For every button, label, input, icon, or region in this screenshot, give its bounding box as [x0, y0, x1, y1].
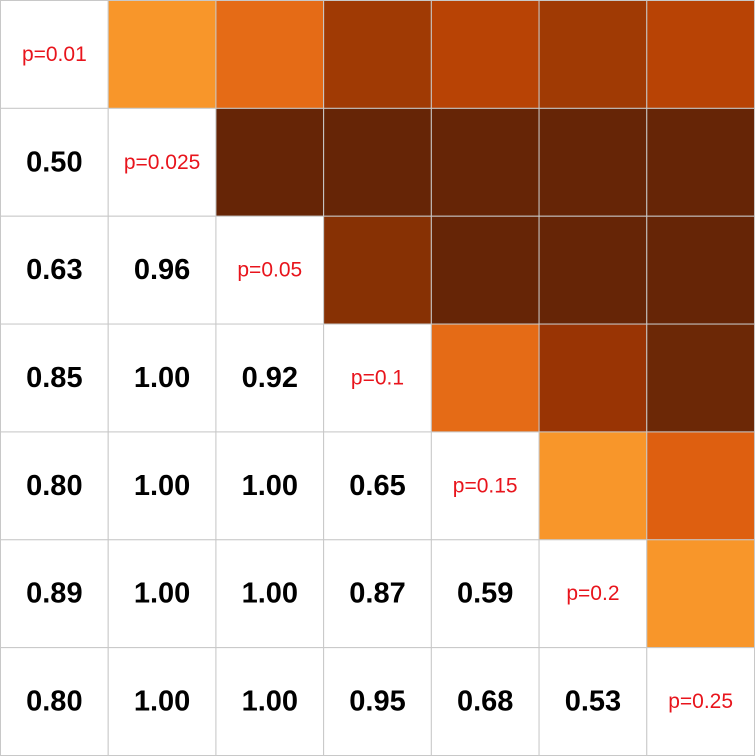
heatmap-color-cell	[430, 0, 540, 109]
value-label: 1.00	[134, 686, 190, 718]
value-label: 0.50	[26, 146, 82, 178]
heatmap-color-cell	[538, 0, 648, 109]
diagonal-label: p=0.05	[237, 259, 302, 282]
heatmap-labels: p=0.01 p=0.025 p=0.05 p=0.1 p=0.15 p=0.2 p=0.2…	[22, 43, 733, 718]
heatmap-color-cell	[323, 107, 432, 217]
heatmap-color-cell	[430, 323, 540, 433]
heatmap-diagonal-cell	[215, 215, 325, 325]
heatmap-color-cell	[646, 107, 755, 217]
value-label: 1.00	[134, 470, 190, 502]
heatmap-color-cell	[646, 0, 755, 109]
value-label: 0.68	[457, 686, 513, 718]
heatmap-value-cell	[215, 647, 325, 756]
heatmap-diagonal-cell	[0, 0, 109, 109]
value-label: 0.87	[349, 578, 405, 610]
heatmap-color-cell	[323, 0, 432, 109]
value-label: 0.92	[242, 362, 298, 394]
heatmap-value-cell	[323, 647, 432, 756]
value-label: 0.53	[565, 686, 621, 718]
heatmap-color-cell	[107, 0, 217, 109]
heatmap-color-cell	[430, 107, 540, 217]
heatmap-color-cell	[646, 323, 755, 433]
value-label: 0.65	[349, 470, 405, 502]
heatmap-diagonal-cell	[323, 323, 432, 433]
value-label: 0.96	[134, 254, 190, 286]
value-label: 1.00	[242, 470, 298, 502]
value-label: 0.95	[349, 686, 405, 718]
heatmap-color-cell	[646, 431, 755, 541]
heatmap-color-cell	[646, 215, 755, 325]
heatmap-color-cell	[538, 215, 648, 325]
heatmap-color-cell	[538, 431, 648, 541]
value-label: 0.80	[26, 470, 82, 502]
heatmap-value-cell	[538, 647, 648, 756]
heatmap-value-cell	[0, 431, 109, 541]
heatmap-value-cell	[107, 215, 217, 325]
value-label: 1.00	[242, 578, 298, 610]
diagonal-label: p=0.025	[124, 151, 201, 174]
heatmap-color-cell	[646, 539, 755, 649]
heatmap-value-cell	[215, 431, 325, 541]
value-label: 1.00	[134, 362, 190, 394]
heatmap-color-cell	[538, 323, 648, 433]
heatmap-value-cell	[0, 647, 109, 756]
diagonal-label: p=0.1	[351, 367, 404, 390]
heatmap-value-cell	[430, 539, 540, 649]
heatmap-color-cell	[538, 107, 648, 217]
heatmap-value-cell	[430, 647, 540, 756]
heatmap-color-cell	[323, 215, 432, 325]
value-label: 1.00	[134, 578, 190, 610]
diagonal-label: p=0.2	[566, 582, 619, 605]
diagonal-label: p=0.15	[453, 474, 518, 497]
heatmap-color-cell	[430, 215, 540, 325]
value-label: 0.80	[26, 686, 82, 718]
heatmap-color-cell	[215, 0, 325, 109]
value-label: 0.59	[457, 578, 513, 610]
heatmap-color-cell	[215, 107, 325, 217]
heatmap-value-cell	[323, 539, 432, 649]
heatmap-diagonal-cell	[646, 647, 755, 756]
value-label: 1.00	[242, 686, 298, 718]
heatmap-value-cell	[0, 539, 109, 649]
heatmap-value-cell	[0, 323, 109, 433]
value-label: 0.89	[26, 578, 82, 610]
diagonal-label: p=0.25	[668, 690, 733, 713]
heatmap-value-cell	[215, 539, 325, 649]
heatmap-value-cell	[0, 107, 109, 217]
heatmap-value-cell	[0, 215, 109, 325]
value-label: 0.85	[26, 362, 82, 394]
diagonal-label: p=0.01	[22, 43, 87, 66]
heatmap-value-cell	[107, 539, 217, 649]
value-label: 0.63	[26, 254, 82, 286]
heatmap-value-cell	[107, 323, 217, 433]
